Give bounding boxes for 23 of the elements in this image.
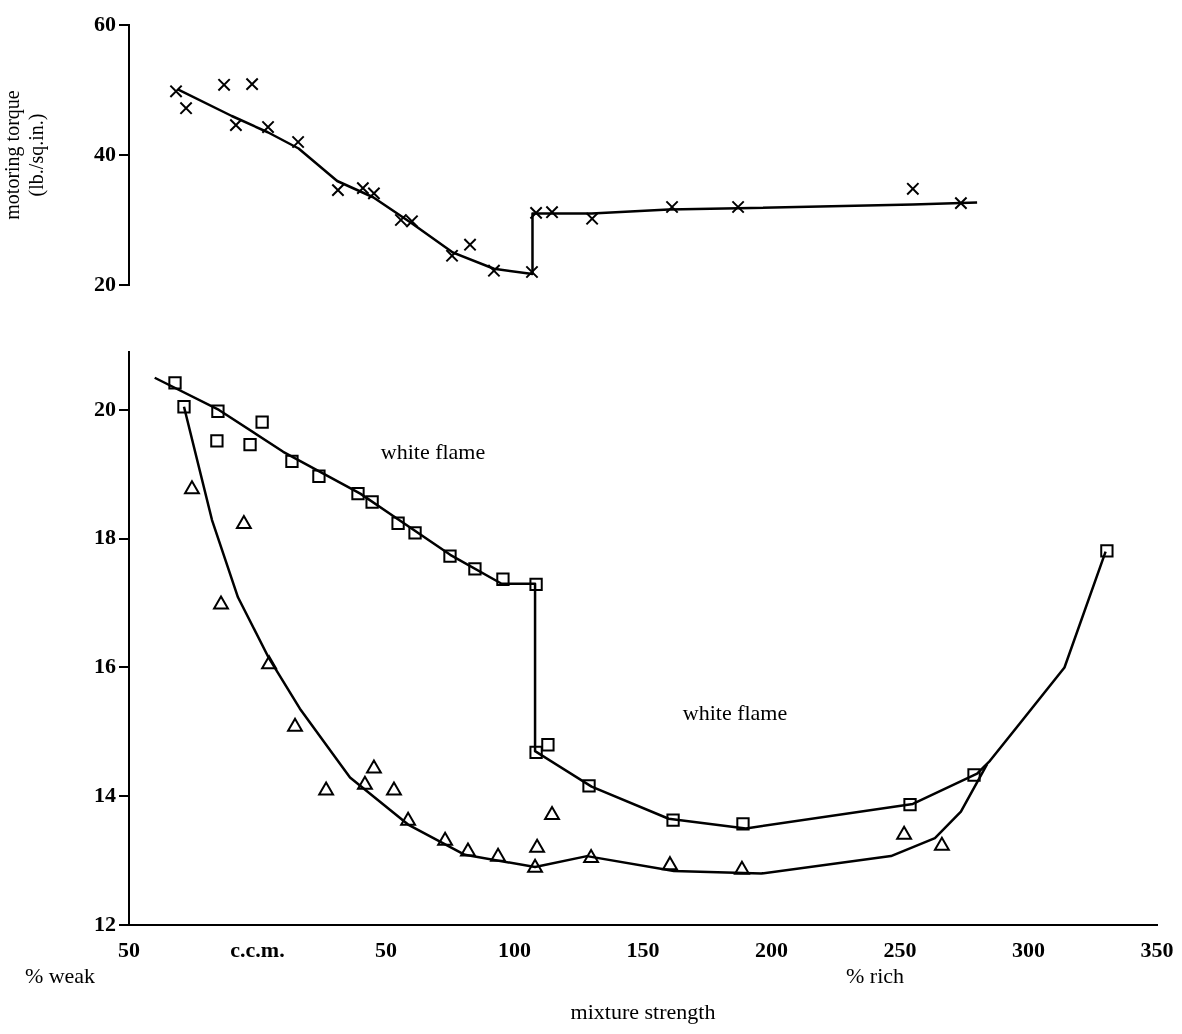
x-tick-label: c.c.m. [230,936,285,962]
y-tick-label: 16 [94,653,116,679]
annotation: white flame [380,438,486,464]
x-tick-label: 350 [1140,936,1174,962]
y-tick-label: 20 [94,270,116,296]
y-tick-label: 60 [94,10,116,36]
y-tick-label: 12 [94,910,116,936]
x-tick-label: 150 [626,936,660,962]
y-tick-label: 14 [94,781,116,807]
x-axis-title: mixture strength [570,998,716,1024]
y-tick-label: 20 [94,395,116,421]
text: % weak [24,962,96,988]
x-tick-label: 250 [883,936,917,962]
x-tick-label: 50 [118,936,140,962]
y-axis-title: motoring torque (lb./sq.in.) [1,90,49,220]
y-tick-label: 18 [94,524,116,550]
x-tick-label: 200 [755,936,788,962]
annotation: white flame [682,699,788,725]
text: % rich [845,962,905,988]
x-tick-label: 300 [1012,936,1045,962]
x-tick-label: 50 [375,936,397,962]
x-tick-label: 100 [498,936,531,962]
y-tick-label: 40 [94,140,116,166]
